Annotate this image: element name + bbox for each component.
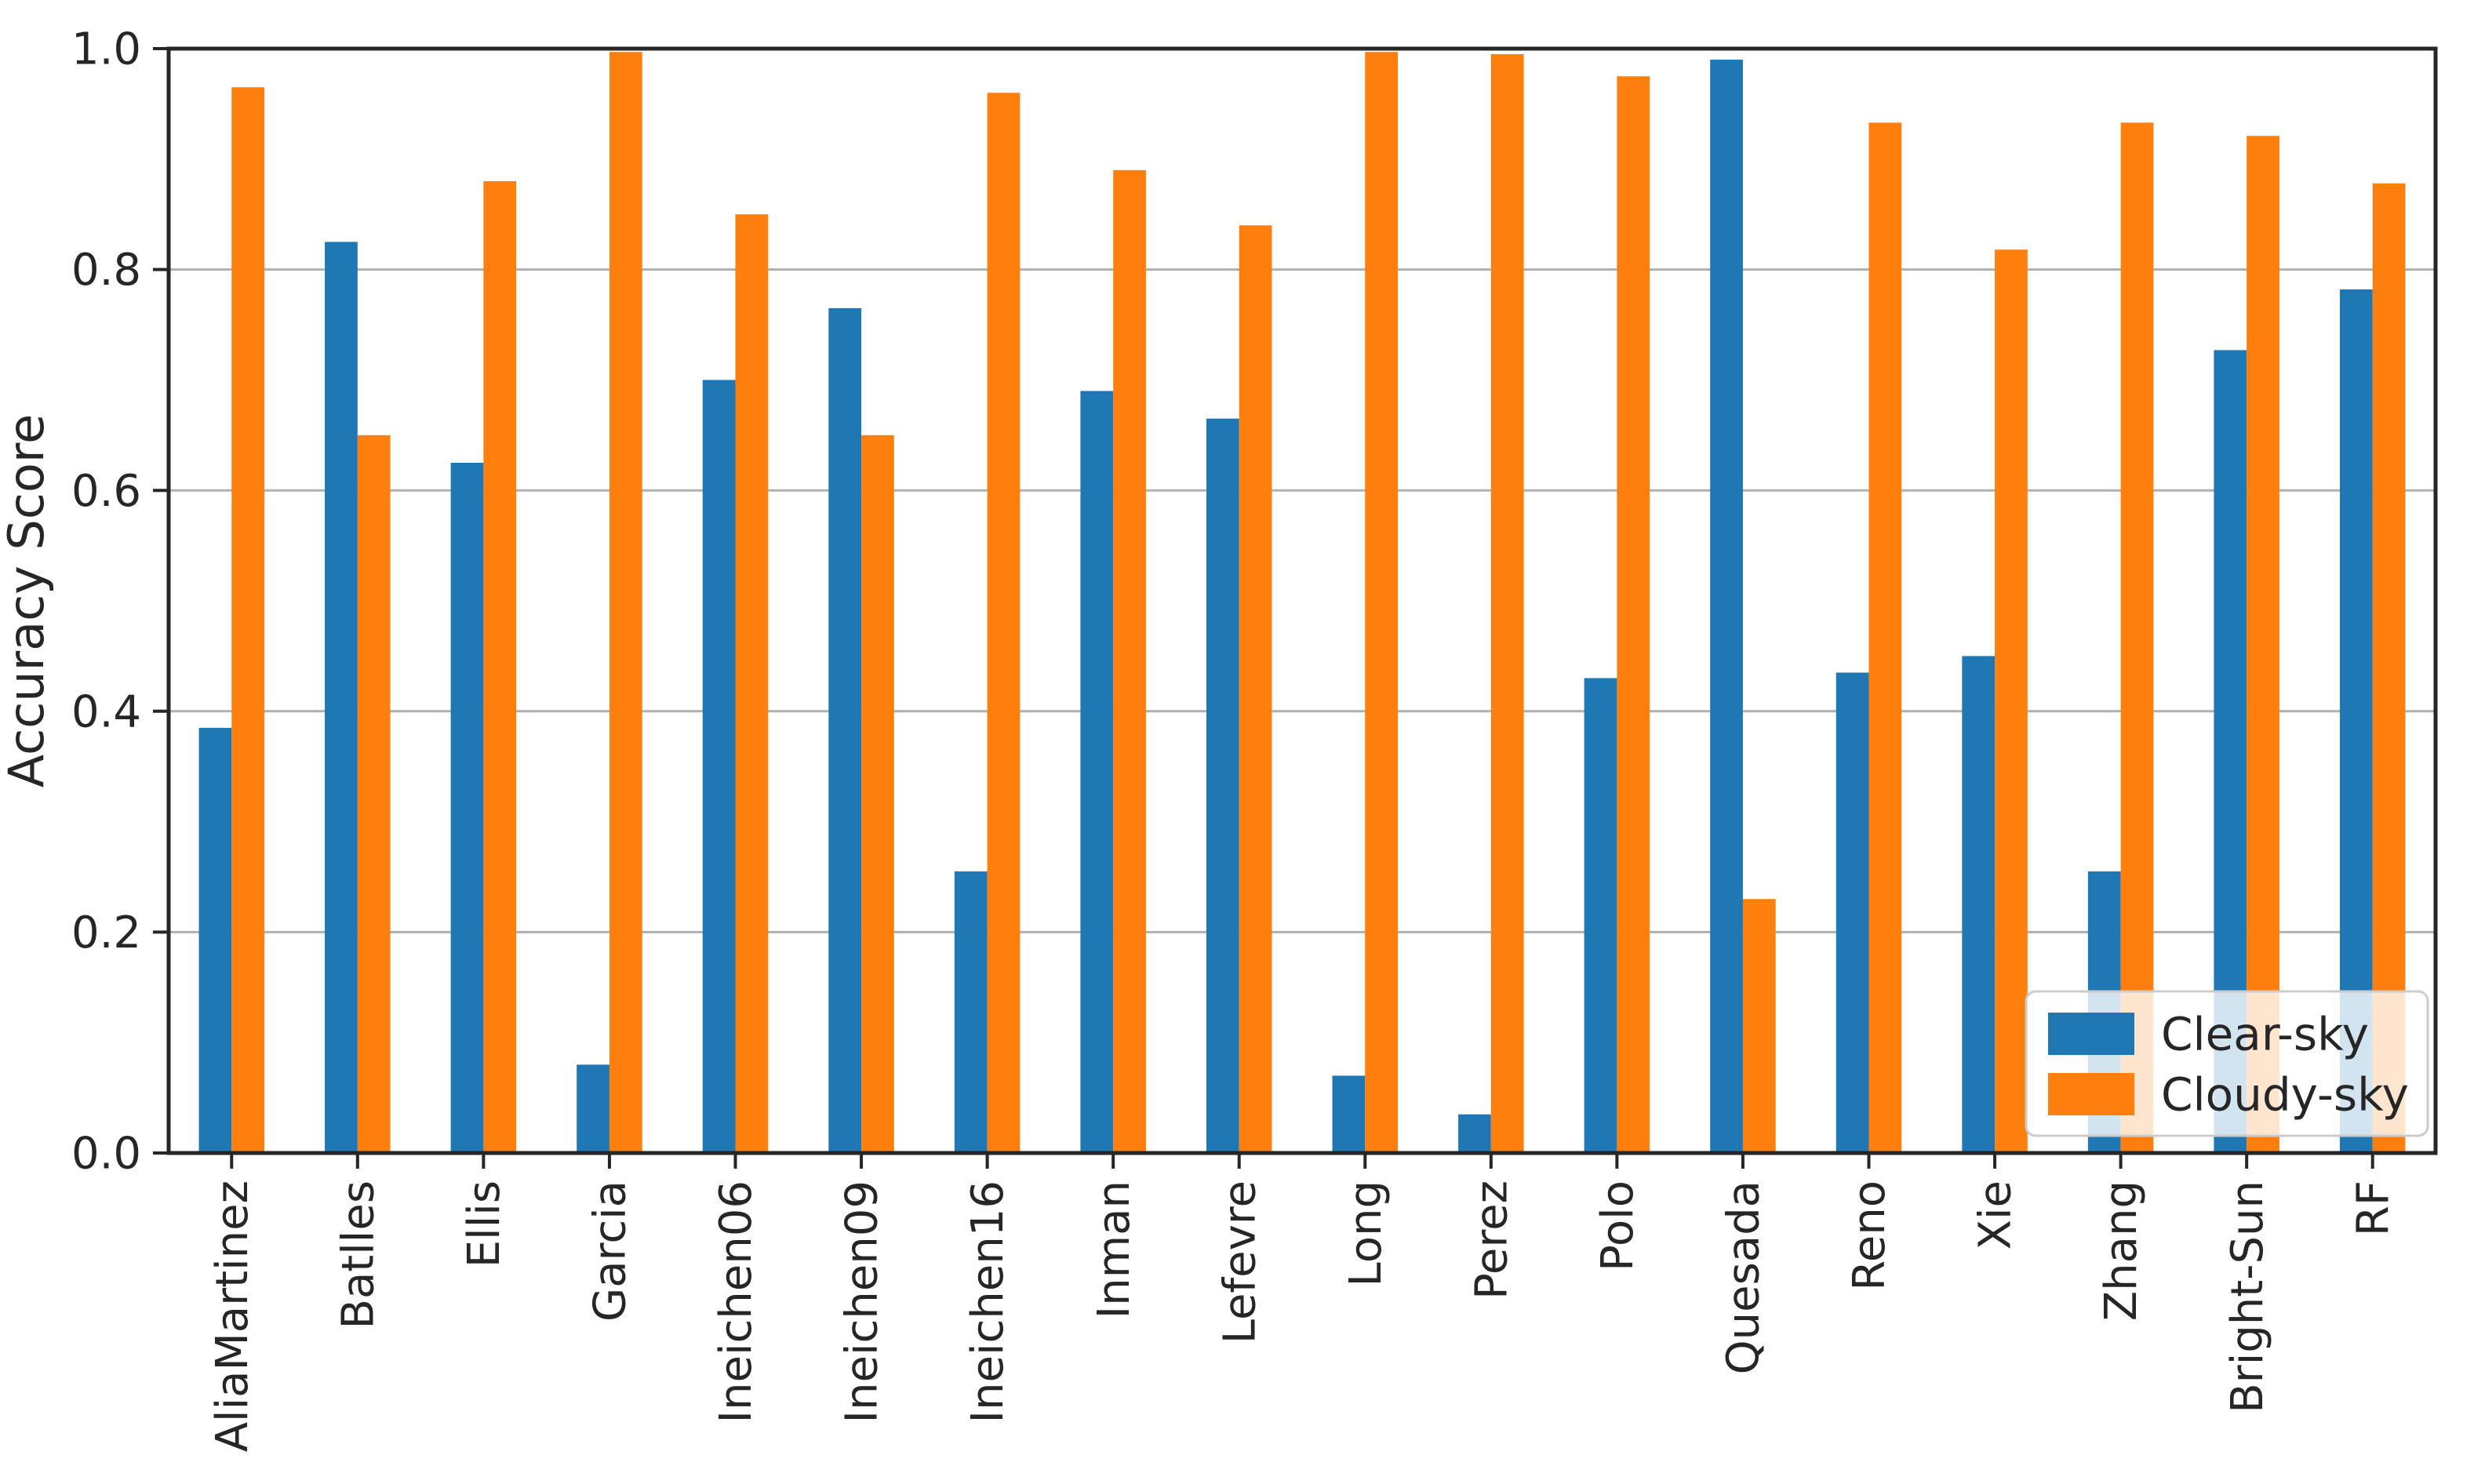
- y-tick-label-0.6: 0.6: [71, 466, 141, 517]
- x-tick-label-long: Long: [1341, 1180, 1392, 1287]
- bar-cloudy-sky-xie: [1995, 249, 2028, 1154]
- legend-swatch-clear-sky: [2048, 1013, 2134, 1055]
- bar-cloudy-sky-ellis: [483, 180, 517, 1154]
- bar-cloudy-sky-garcia: [609, 52, 642, 1153]
- bar-clear-sky-aliamartinez: [198, 727, 232, 1153]
- bar-cloudy-sky-reno: [1868, 122, 1902, 1154]
- bar-clear-sky-lefevre: [1206, 418, 1239, 1153]
- series-clear-sky: [198, 60, 2373, 1154]
- x-tick-label-ineichen16: Ineichen16: [962, 1180, 1013, 1424]
- x-tick-label-ineichen09: Ineichen09: [837, 1180, 888, 1424]
- bar-cloudy-sky-ineichen16: [987, 93, 1021, 1154]
- x-tick-label-batlles: Batlles: [333, 1180, 384, 1329]
- bars: [198, 52, 2406, 1154]
- bar-cloudy-sky-quesada: [1742, 899, 1776, 1153]
- legend-label-cloudy-sky: Cloudy-sky: [2161, 1068, 2409, 1121]
- x-tick-label-garcia: Garcia: [585, 1180, 636, 1322]
- bar-clear-sky-perez: [1458, 1114, 1491, 1153]
- x-tick-label-reno: Reno: [1844, 1180, 1895, 1291]
- gridlines: [169, 268, 2436, 933]
- legend-label-clear-sky: Clear-sky: [2161, 1007, 2369, 1060]
- series-cloudy-sky: [231, 52, 2406, 1154]
- bar-cloudy-sky-long: [1365, 52, 1399, 1153]
- x-axis: AliaMartinez Batlles Ellis Garcia Ineichen06…: [207, 1153, 2399, 1452]
- x-tick-label-inman: Inman: [1089, 1180, 1140, 1319]
- bar-clear-sky-batlles: [325, 242, 358, 1153]
- bar-cloudy-sky-zhang: [2120, 122, 2154, 1154]
- bar-cloudy-sky-perez: [1490, 54, 1524, 1153]
- x-tick-label-perez: Perez: [1466, 1180, 1517, 1300]
- bar-clear-sky-garcia: [577, 1064, 609, 1153]
- x-tick-label-ineichen06: Ineichen06: [711, 1180, 762, 1424]
- x-tick-label-polo: Polo: [1592, 1180, 1643, 1271]
- y-axis-label: Accuracy Score: [0, 414, 55, 787]
- y-tick-label-0: 0.0: [71, 1129, 141, 1180]
- bar-clear-sky-reno: [1835, 672, 1869, 1153]
- bar-cloudy-sky-inman: [1113, 169, 1146, 1153]
- bar-clear-sky-long: [1332, 1075, 1366, 1153]
- y-tick-label-0.2: 0.2: [71, 907, 141, 958]
- x-tick-label-bright-sun: Bright-Sun: [2222, 1180, 2273, 1413]
- bar-cloudy-sky-bright-sun: [2247, 136, 2279, 1154]
- x-tick-label-xie: Xie: [1970, 1180, 2021, 1249]
- y-axis: 0.0 0.2 0.4 0.6 0.8 1.0: [71, 24, 169, 1180]
- x-tick-label-zhang: Zhang: [2096, 1180, 2147, 1321]
- plot-spines: [166, 46, 2438, 1155]
- bar-clear-sky-ineichen16: [954, 871, 988, 1153]
- bar-cloudy-sky-ineichen06: [735, 214, 769, 1154]
- legend: Clear-sky Cloudy-sky: [2025, 990, 2429, 1137]
- bar-cloudy-sky-lefevre: [1239, 225, 1272, 1153]
- x-tick-label-ellis: Ellis: [459, 1180, 510, 1268]
- bar-clear-sky-quesada: [1710, 60, 1743, 1154]
- x-tick-label-aliamartinez: AliaMartinez: [207, 1180, 258, 1452]
- bar-clear-sky-ellis: [450, 463, 484, 1153]
- legend-swatch-cloudy-sky: [2048, 1073, 2134, 1115]
- y-tick-label-1: 1.0: [71, 24, 141, 75]
- y-tick-label-0.4: 0.4: [71, 686, 141, 737]
- bar-cloudy-sky-batlles: [357, 435, 391, 1153]
- y-tick-label-0.8: 0.8: [71, 245, 141, 296]
- bar-cloudy-sky-aliamartinez: [231, 87, 265, 1153]
- bar-cloudy-sky-polo: [1617, 76, 1650, 1154]
- x-tick-label-lefevre: Lefevre: [1214, 1180, 1265, 1344]
- bar-cloudy-sky-ineichen09: [861, 435, 894, 1153]
- bar-clear-sky-ineichen09: [828, 307, 862, 1153]
- bar-clear-sky-inman: [1080, 391, 1114, 1154]
- x-tick-label-quesada: Quesada: [1719, 1180, 1770, 1374]
- bar-clear-sky-xie: [1962, 656, 1996, 1153]
- bar-clear-sky-polo: [1584, 678, 1617, 1153]
- x-tick-label-rf: RF: [2348, 1180, 2399, 1236]
- bar-clear-sky-ineichen06: [702, 380, 736, 1153]
